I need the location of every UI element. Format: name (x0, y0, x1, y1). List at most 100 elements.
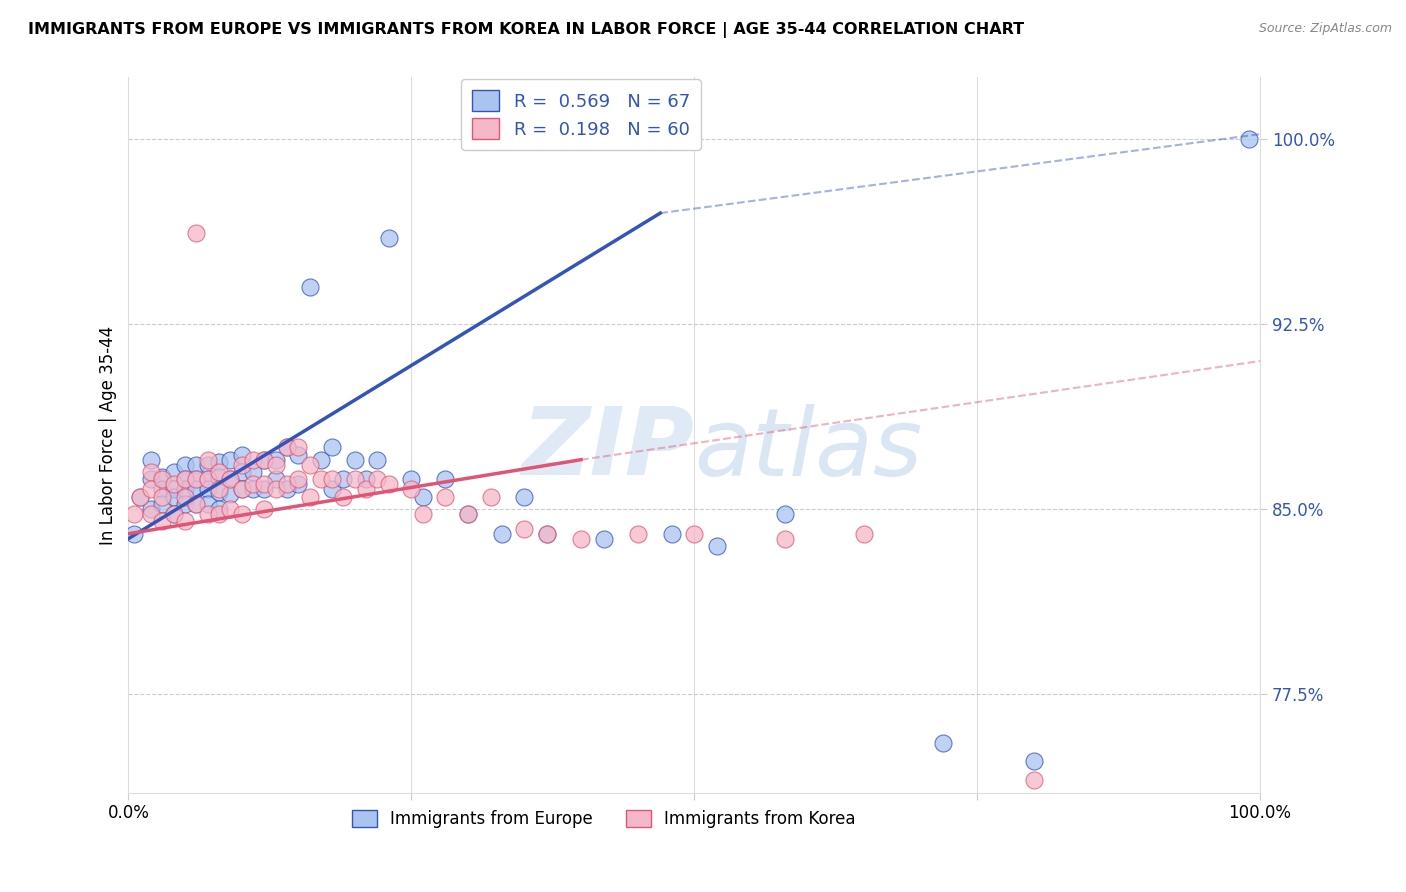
Point (231, 507, 253, 521)
Point (219, 472, 242, 486)
Point (332, 490, 354, 504)
Point (197, 497, 219, 511)
Point (208, 502, 231, 516)
Point (683, 526, 706, 541)
Point (219, 472, 242, 486)
Point (1022, 754, 1045, 768)
Point (186, 458, 208, 472)
Point (287, 448, 309, 462)
Point (128, 490, 150, 504)
Point (253, 452, 276, 467)
Point (1022, 773, 1045, 788)
Point (197, 472, 219, 486)
Point (513, 490, 536, 504)
Point (457, 507, 479, 521)
Point (401, 483, 423, 497)
Point (253, 452, 276, 467)
Point (253, 483, 276, 497)
Point (773, 507, 796, 521)
Point (163, 465, 186, 479)
Point (536, 526, 558, 541)
Point (152, 490, 174, 504)
Point (186, 497, 208, 511)
Text: IMMIGRANTS FROM EUROPE VS IMMIGRANTS FROM KOREA IN LABOR FORCE | AGE 35-44 CORRE: IMMIGRANTS FROM EUROPE VS IMMIGRANTS FRO… (28, 22, 1024, 38)
Point (128, 490, 150, 504)
Point (242, 477, 264, 491)
Point (208, 455, 231, 469)
Point (231, 458, 253, 472)
Point (479, 490, 502, 504)
Point (321, 483, 343, 497)
Point (122, 526, 145, 541)
Point (773, 532, 796, 546)
Point (163, 507, 186, 521)
Point (174, 472, 197, 486)
Point (208, 484, 231, 499)
Point (354, 472, 377, 486)
Point (276, 441, 298, 455)
Point (139, 502, 162, 516)
Point (491, 526, 513, 541)
Point (1237, 132, 1260, 146)
Text: atlas: atlas (695, 404, 922, 495)
Point (377, 231, 399, 245)
Point (208, 465, 231, 479)
Point (264, 452, 287, 467)
Point (536, 526, 558, 541)
Point (377, 477, 399, 491)
Point (163, 507, 186, 521)
Point (174, 483, 197, 497)
Point (186, 483, 208, 497)
Point (163, 490, 186, 504)
Point (186, 497, 208, 511)
Point (287, 477, 309, 491)
Point (163, 477, 186, 491)
Point (174, 497, 197, 511)
Point (457, 507, 479, 521)
Point (354, 483, 377, 497)
Point (321, 441, 343, 455)
Point (174, 458, 197, 472)
Point (174, 514, 197, 528)
Point (253, 502, 276, 516)
Y-axis label: In Labor Force | Age 35-44: In Labor Force | Age 35-44 (100, 326, 117, 545)
Point (661, 526, 683, 541)
Point (366, 452, 388, 467)
Point (434, 472, 457, 486)
Point (298, 490, 321, 504)
Point (219, 452, 242, 467)
Point (163, 483, 186, 497)
Point (231, 448, 253, 462)
Point (298, 458, 321, 472)
Point (343, 472, 366, 486)
Point (208, 507, 231, 521)
Point (706, 539, 728, 553)
Point (852, 526, 875, 541)
Point (332, 472, 354, 486)
Point (276, 483, 298, 497)
Text: Source: ZipAtlas.com: Source: ZipAtlas.com (1258, 22, 1392, 36)
Point (242, 483, 264, 497)
Point (197, 458, 219, 472)
Point (197, 452, 219, 467)
Point (197, 483, 219, 497)
Point (139, 483, 162, 497)
Point (242, 452, 264, 467)
Point (412, 490, 434, 504)
Point (139, 452, 162, 467)
Point (197, 507, 219, 521)
Point (434, 490, 457, 504)
Point (343, 452, 366, 467)
Point (298, 280, 321, 294)
Point (253, 477, 276, 491)
Point (569, 532, 592, 546)
Point (197, 472, 219, 486)
Point (231, 483, 253, 497)
Point (174, 490, 197, 504)
Point (932, 736, 955, 750)
Point (513, 522, 536, 536)
Point (264, 483, 287, 497)
Point (122, 507, 145, 521)
Point (139, 507, 162, 521)
Point (276, 441, 298, 455)
